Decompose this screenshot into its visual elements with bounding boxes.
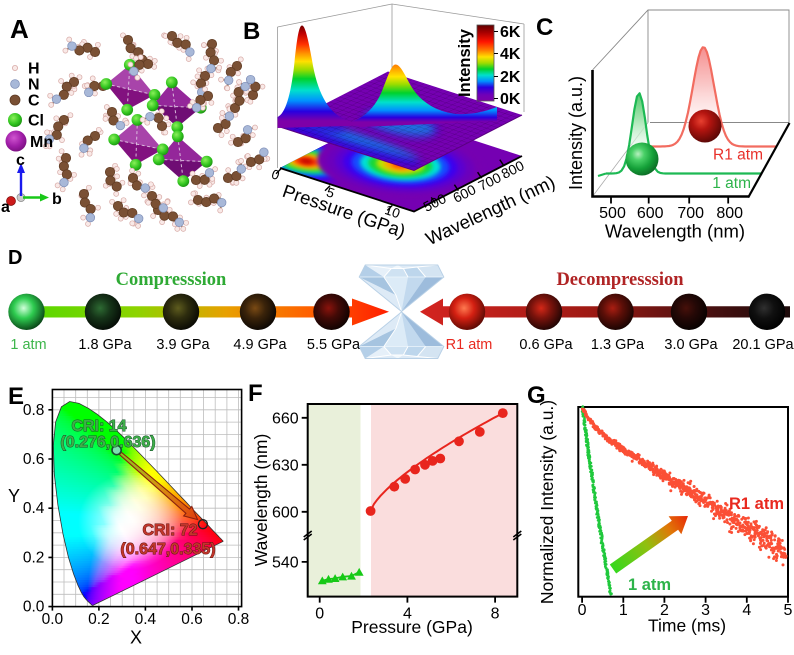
svg-text:0.6: 0.6: [23, 451, 45, 468]
svg-text:Decompresssion: Decompresssion: [556, 270, 684, 290]
svg-text:2K: 2K: [500, 69, 521, 86]
svg-text:(0.276,0.636): (0.276,0.636): [60, 434, 155, 451]
svg-text:Wavelength (nm): Wavelength (nm): [605, 221, 745, 242]
svg-text:0.0: 0.0: [23, 599, 45, 616]
svg-text:X: X: [130, 628, 142, 648]
svg-text:Normalized Intensity (a.u.): Normalized Intensity (a.u.): [537, 400, 557, 604]
svg-text:0.2: 0.2: [23, 549, 45, 566]
svg-text:0.2: 0.2: [88, 611, 110, 628]
svg-text:10: 10: [383, 202, 402, 221]
svg-text:R1 atm: R1 atm: [446, 337, 493, 353]
svg-text:4: 4: [403, 606, 412, 623]
svg-text:6K: 6K: [500, 24, 521, 41]
svg-text:3.0 GPa: 3.0 GPa: [664, 337, 718, 353]
svg-text:4.9 GPa: 4.9 GPa: [233, 337, 287, 353]
svg-text:Compresssion: Compresssion: [116, 270, 227, 290]
svg-text:b: b: [52, 191, 62, 208]
svg-text:Wavelength (nm): Wavelength (nm): [251, 434, 271, 567]
svg-text:F: F: [248, 380, 263, 407]
svg-text:C: C: [28, 93, 40, 110]
svg-text:Cl: Cl: [28, 113, 44, 130]
svg-text:8: 8: [491, 606, 500, 623]
svg-text:a: a: [1, 199, 10, 216]
svg-text:c: c: [16, 152, 25, 169]
svg-text:2: 2: [660, 602, 669, 619]
svg-text:630: 630: [272, 457, 299, 474]
svg-text:0.4: 0.4: [23, 500, 45, 517]
svg-text:0.6 GPa: 0.6 GPa: [519, 337, 573, 353]
svg-text:1.3 GPa: 1.3 GPa: [591, 337, 645, 353]
svg-text:800: 800: [716, 205, 743, 222]
svg-text:H: H: [28, 61, 40, 78]
svg-text:0.4: 0.4: [135, 611, 157, 628]
svg-text:5.5 GPa: 5.5 GPa: [307, 337, 361, 353]
svg-text:Y: Y: [8, 486, 20, 506]
svg-text:3: 3: [701, 602, 710, 619]
svg-text:0.8: 0.8: [23, 402, 45, 419]
svg-text:Mn: Mn: [30, 134, 53, 151]
svg-text:4: 4: [742, 602, 751, 619]
svg-text:0: 0: [269, 166, 281, 183]
svg-text:500: 500: [599, 205, 626, 222]
svg-text:R1 atm: R1 atm: [713, 147, 763, 164]
svg-text:G: G: [527, 382, 546, 409]
svg-text:660: 660: [272, 410, 299, 427]
svg-text:0K: 0K: [500, 91, 521, 108]
svg-text:540: 540: [272, 554, 299, 571]
svg-text:4K: 4K: [500, 46, 521, 63]
svg-text:D: D: [8, 247, 22, 269]
svg-text:5: 5: [784, 602, 793, 619]
svg-text:0: 0: [578, 602, 587, 619]
svg-text:0.0: 0.0: [42, 611, 64, 628]
svg-text:(0.647,0.335): (0.647,0.335): [120, 541, 215, 558]
svg-text:N: N: [28, 77, 40, 94]
svg-text:Intensity: Intensity: [456, 28, 474, 97]
svg-text:3.9 GPa: 3.9 GPa: [156, 337, 210, 353]
svg-text:CRI: 14: CRI: 14: [71, 418, 126, 435]
svg-text:E: E: [8, 383, 24, 410]
svg-text:A: A: [10, 14, 29, 44]
svg-text:1: 1: [619, 602, 628, 619]
svg-text:0.8: 0.8: [228, 611, 250, 628]
svg-text:C: C: [536, 14, 553, 41]
svg-text:20.1 GPa: 20.1 GPa: [732, 337, 794, 353]
svg-text:5: 5: [324, 184, 336, 201]
svg-text:700: 700: [677, 205, 704, 222]
svg-text:Pressure (GPa): Pressure (GPa): [351, 617, 473, 637]
svg-text:1.8 GPa: 1.8 GPa: [78, 337, 132, 353]
svg-text:0.6: 0.6: [181, 611, 203, 628]
svg-text:R1 atm: R1 atm: [729, 495, 784, 513]
svg-text:B: B: [243, 18, 260, 45]
svg-text:1 atm: 1 atm: [628, 576, 671, 594]
svg-text:600: 600: [637, 205, 664, 222]
svg-text:Time (ms): Time (ms): [648, 616, 726, 636]
svg-text:CRI: 72: CRI: 72: [142, 522, 197, 539]
svg-text:1 atm: 1 atm: [10, 337, 46, 353]
svg-text:1 atm: 1 atm: [712, 175, 751, 192]
svg-text:0: 0: [315, 606, 324, 623]
svg-text:600: 600: [272, 504, 299, 521]
svg-text:Intensity (a.u.): Intensity (a.u.): [566, 76, 586, 190]
